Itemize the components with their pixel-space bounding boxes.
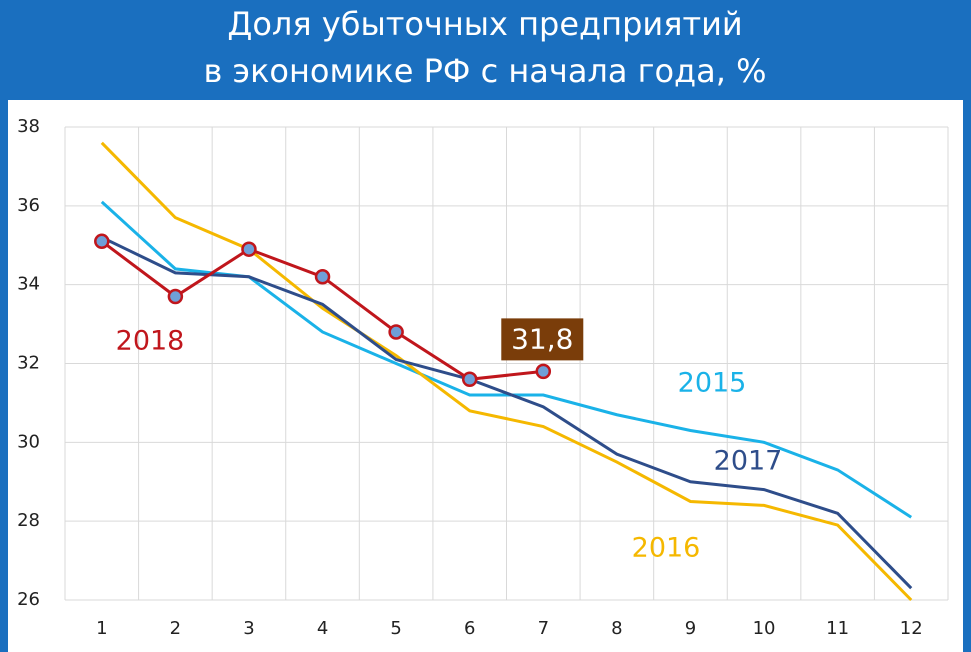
series-label: 2018 [116,326,185,357]
x-tick-label: 3 [243,618,254,639]
point [388,324,404,340]
point [535,363,552,380]
line [100,141,913,602]
value-label: 31,8 [511,322,573,355]
series-label: 2017 [714,446,783,477]
y-tick-label: 36 [17,195,40,216]
y-tick-label: 26 [17,589,40,610]
x-tick-label: 9 [685,618,696,639]
x-tick-label: 7 [538,618,549,639]
line [101,236,913,590]
x-tick-label: 12 [900,618,923,639]
point [94,233,110,250]
y-tick-label: 28 [17,510,40,531]
point [461,371,478,388]
plot-panel [8,100,963,652]
chart-title: в экономике РФ с начала года, % [203,52,766,90]
series-label: 2016 [632,533,701,564]
x-tick-label: 11 [826,618,849,639]
x-tick-label: 5 [390,618,401,639]
x-tick-label: 10 [753,618,776,639]
x-tick-label: 1 [96,618,107,639]
y-tick-label: 30 [17,431,40,452]
x-tick-label: 2 [170,618,181,639]
y-tick-label: 34 [17,274,40,295]
y-tick-label: 32 [17,353,40,374]
point [314,269,331,285]
x-tick-label: 8 [611,618,622,639]
series-label: 2015 [678,368,747,399]
y-tick-label: 38 [17,116,40,137]
x-tick-label: 6 [464,618,475,639]
value-label-box [501,318,584,361]
point [241,241,257,257]
x-tick-label: 4 [317,618,328,639]
chart-title: Доля убыточных предприятий [227,5,742,43]
point [167,288,184,305]
